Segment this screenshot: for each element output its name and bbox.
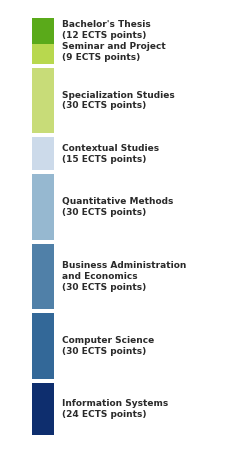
Bar bbox=[32, 383, 54, 435]
Text: Specialization Studies
(30 ECTS points): Specialization Studies (30 ECTS points) bbox=[62, 91, 175, 111]
Bar bbox=[32, 137, 54, 170]
Text: Computer Science
(30 ECTS points): Computer Science (30 ECTS points) bbox=[62, 336, 154, 356]
Text: Business Administration
and Economics
(30 ECTS points): Business Administration and Economics (3… bbox=[62, 261, 186, 292]
Text: Information Systems
(24 ECTS points): Information Systems (24 ECTS points) bbox=[62, 399, 168, 419]
Bar bbox=[32, 18, 54, 44]
Text: Quantitative Methods
(30 ECTS points): Quantitative Methods (30 ECTS points) bbox=[62, 197, 173, 217]
Bar bbox=[32, 174, 54, 240]
Bar bbox=[32, 44, 54, 64]
Bar bbox=[32, 313, 54, 379]
Text: Bachelor's Thesis
(12 ECTS points)
Seminar and Project
(9 ECTS points): Bachelor's Thesis (12 ECTS points) Semin… bbox=[62, 20, 166, 62]
Bar bbox=[32, 68, 54, 133]
Text: Contextual Studies
(15 ECTS points): Contextual Studies (15 ECTS points) bbox=[62, 144, 159, 164]
Bar bbox=[32, 244, 54, 309]
